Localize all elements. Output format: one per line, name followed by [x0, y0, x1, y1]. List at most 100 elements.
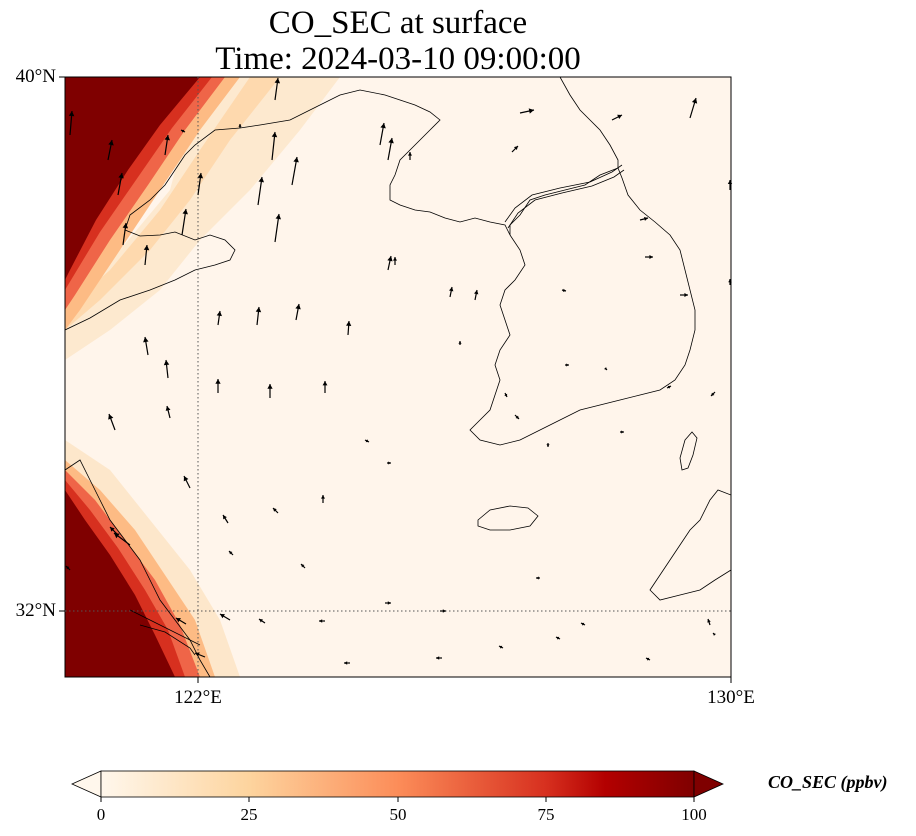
concentration-field [65, 77, 340, 677]
lon-label-130: 130°E [707, 687, 755, 708]
wind-vector-head [215, 379, 221, 384]
wind-vector-head [271, 132, 278, 138]
plume-haze-north-2 [65, 77, 280, 330]
wind-vector-head [274, 78, 281, 84]
wind-vector-head [667, 385, 671, 389]
wind-vector-head [556, 636, 560, 640]
tsushima-island [679, 431, 698, 471]
wind-vector-head [258, 177, 265, 183]
wind-vector-head [238, 124, 242, 127]
plume-south-dark [65, 490, 175, 677]
wind-vector-head [301, 564, 305, 568]
wind-vector-head [643, 216, 648, 221]
wind-vector-head [727, 180, 733, 184]
wind-vector-head [711, 392, 715, 396]
wind-vector-head [380, 123, 386, 129]
wind-vector-head [176, 618, 181, 623]
colorbar-tick-label-100: 100 [681, 805, 707, 824]
colorbar-tick-label-75: 75 [537, 805, 555, 824]
wind-vector-head [499, 645, 503, 649]
wind-vector-head [319, 619, 323, 623]
wind-vector-head [143, 337, 149, 343]
wind-vector-head [504, 393, 508, 397]
wind-vector-head [393, 257, 397, 261]
wind-vector-head [163, 360, 170, 366]
wind-vector-head [474, 290, 479, 295]
lon-label-122: 122°E [174, 687, 222, 708]
kyushu-coast [649, 489, 731, 601]
wind-vector-head [295, 304, 301, 310]
coastline-korea-west [469, 167, 696, 446]
wind-vector-head [442, 609, 446, 613]
wind-vector-head [365, 439, 369, 443]
wind-vector-head [255, 307, 262, 313]
wind-vector-head [197, 173, 204, 179]
wind-vector-head [143, 245, 150, 251]
colorbar-label: CO_SEC (ppbv) [768, 772, 888, 792]
lat-label-40: 40°N [15, 66, 56, 87]
wind-vector-head [346, 321, 352, 326]
wind-vector-head [344, 661, 348, 665]
wind-vector-head [216, 311, 222, 317]
wind-vector-head [183, 476, 189, 482]
wind-vector-head [707, 619, 711, 623]
wind-vector-head [322, 381, 328, 386]
wind-vector-head [388, 138, 394, 144]
wind-vector-head [165, 406, 171, 411]
wind-vector-head [691, 98, 698, 104]
wind-vector-head [108, 414, 114, 420]
wind-vector-head [195, 652, 200, 657]
colorbar-tick-label-25: 25 [240, 805, 258, 824]
wind-vector-head [562, 288, 566, 292]
coastline-northeast [559, 77, 619, 168]
wind-vector-head [229, 551, 233, 555]
border-north-korea-china [504, 164, 625, 229]
wind-vector-head [604, 367, 607, 370]
wind-vector-head [546, 444, 550, 447]
coastline [65, 77, 731, 677]
plume-haze-north [65, 77, 340, 360]
wind-vector-head [513, 146, 518, 151]
wind-vector-head [536, 576, 539, 580]
wind-vector-head [617, 114, 622, 119]
colorbar-tick-label-50: 50 [389, 805, 407, 824]
wind-vector-head [181, 129, 185, 133]
lat-label-32: 32°N [15, 600, 56, 621]
wind-vector-head [164, 135, 170, 141]
wind-vector-head [108, 140, 114, 146]
wind-vector-head [436, 656, 440, 660]
wind-vector-head [259, 619, 263, 623]
wind-vectors [65, 77, 733, 665]
wind-vector-head [713, 633, 716, 636]
map-title-line2: Time: 2024-03-10 09:00:00 [215, 41, 581, 77]
coastline-korea-north [509, 167, 619, 235]
colorbar-tick-label-0: 0 [96, 805, 106, 824]
wind-vector-head [728, 279, 732, 283]
wind-vector-head [449, 287, 454, 292]
wind-vector-head [275, 214, 282, 220]
wind-vector-head [566, 363, 569, 367]
wind-vector-head [649, 255, 653, 259]
wind-vector-head [118, 173, 124, 179]
wind-vector-head [387, 256, 393, 262]
wind-vector-head [122, 223, 129, 229]
wind-vector-head [528, 108, 534, 114]
wind-vector-head [110, 527, 115, 532]
wind-vector-head [684, 293, 688, 297]
wind-vector-head [182, 209, 188, 215]
jeju-island [477, 505, 539, 531]
wind-vector-head [293, 157, 299, 163]
wind-vector-head [387, 601, 391, 605]
wind-vector-head [321, 495, 325, 499]
wind-vector-head [273, 508, 277, 512]
plume-north-dark [65, 77, 200, 280]
wind-vector-head [646, 657, 650, 661]
wind-vector-head [66, 566, 70, 570]
wind-vector-head [114, 533, 120, 539]
wind-vector-head [388, 461, 391, 465]
map-frame [64, 76, 732, 678]
wind-vector-head [408, 152, 412, 156]
wind-vector-head [621, 430, 624, 434]
map-title-line1: CO_SEC at surface [268, 5, 528, 41]
